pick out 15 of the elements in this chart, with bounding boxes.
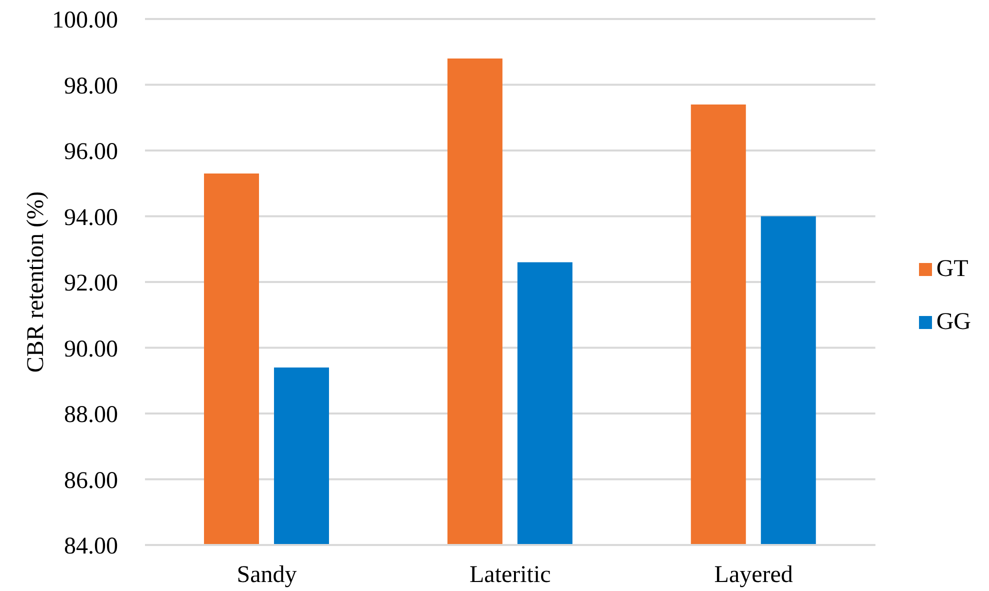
y-tick-label: 100.00	[52, 8, 118, 34]
legend-label: GG	[936, 308, 971, 336]
y-tick-label: 92.00	[64, 270, 118, 297]
y-tick-label: 88.00	[64, 402, 118, 428]
y-tick-label: 96.00	[64, 139, 118, 166]
y-tick-label: 86.00	[64, 468, 118, 494]
y-tick-label: 90.00	[64, 336, 118, 362]
y-tick-label: 98.00	[64, 73, 118, 100]
y-tick-label: 94.00	[64, 204, 118, 231]
legend-label: GT	[936, 256, 968, 282]
x-tick-label: Lateritic	[470, 562, 551, 588]
y-tick-label: 84.00	[64, 534, 118, 560]
y-axis-title: CBR retention (%)	[23, 191, 49, 373]
x-tick-label: Sandy	[236, 562, 297, 588]
x-tick-label: Layered	[714, 562, 793, 588]
